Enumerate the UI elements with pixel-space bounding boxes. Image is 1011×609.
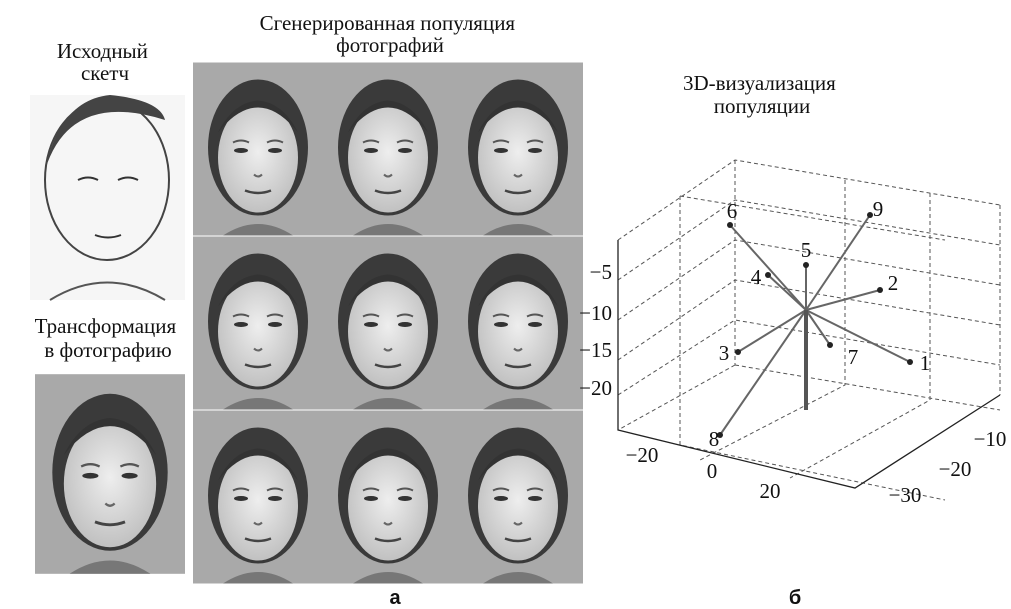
caption-a: а <box>389 587 401 609</box>
point <box>735 349 741 355</box>
z-tick-label: −20 <box>579 376 612 400</box>
point <box>907 359 913 365</box>
transform-title: Трансформация в фотографию <box>35 314 182 362</box>
point-label: 7 <box>848 345 859 369</box>
population-grid <box>193 63 583 584</box>
axes <box>618 240 1000 488</box>
y-tick-label: −20 <box>939 457 972 481</box>
x-tick-label: −20 <box>626 443 659 467</box>
point-label: 1 <box>920 351 931 375</box>
plot-title: 3D-визуализация популяции <box>683 71 841 118</box>
point-label: 6 <box>727 199 738 223</box>
sketch-image <box>30 95 185 300</box>
point-label: 5 <box>801 238 812 262</box>
generated-face <box>193 63 323 236</box>
grid <box>618 160 1000 500</box>
photo-image <box>35 374 185 574</box>
point <box>877 287 883 293</box>
point-label: 3 <box>719 341 730 365</box>
generated-face <box>453 411 583 584</box>
point-label: 9 <box>873 197 884 221</box>
z-tick-label: −5 <box>590 260 612 284</box>
y-tick-label: −30 <box>889 483 922 507</box>
generated-face <box>453 237 583 410</box>
generated-face <box>323 63 453 236</box>
ray <box>738 310 806 352</box>
point <box>827 342 833 348</box>
population-title: Сгенерированная популяция фотографий <box>260 11 521 57</box>
generated-face <box>193 237 323 410</box>
rays <box>717 212 913 438</box>
point-label: 8 <box>709 427 720 451</box>
generated-face <box>453 63 583 236</box>
point <box>765 272 771 278</box>
point <box>803 262 809 268</box>
ray <box>720 310 806 435</box>
figure: Исходный скетч Трансформация в фотографи… <box>0 0 1011 609</box>
x-tick-label: 20 <box>760 479 781 503</box>
point-label: 2 <box>888 271 899 295</box>
sketch-title: Исходный скетч <box>57 39 153 85</box>
generated-face <box>323 411 453 584</box>
generated-face <box>193 411 323 584</box>
generated-face <box>323 237 453 410</box>
caption-b: б <box>789 587 801 609</box>
x-tick-label: 0 <box>707 459 718 483</box>
ray <box>730 225 806 310</box>
y-tick-label: −10 <box>974 427 1007 451</box>
z-tick-label: −10 <box>579 301 612 325</box>
point-label: 4 <box>751 265 762 289</box>
z-tick-label: −15 <box>579 338 612 362</box>
